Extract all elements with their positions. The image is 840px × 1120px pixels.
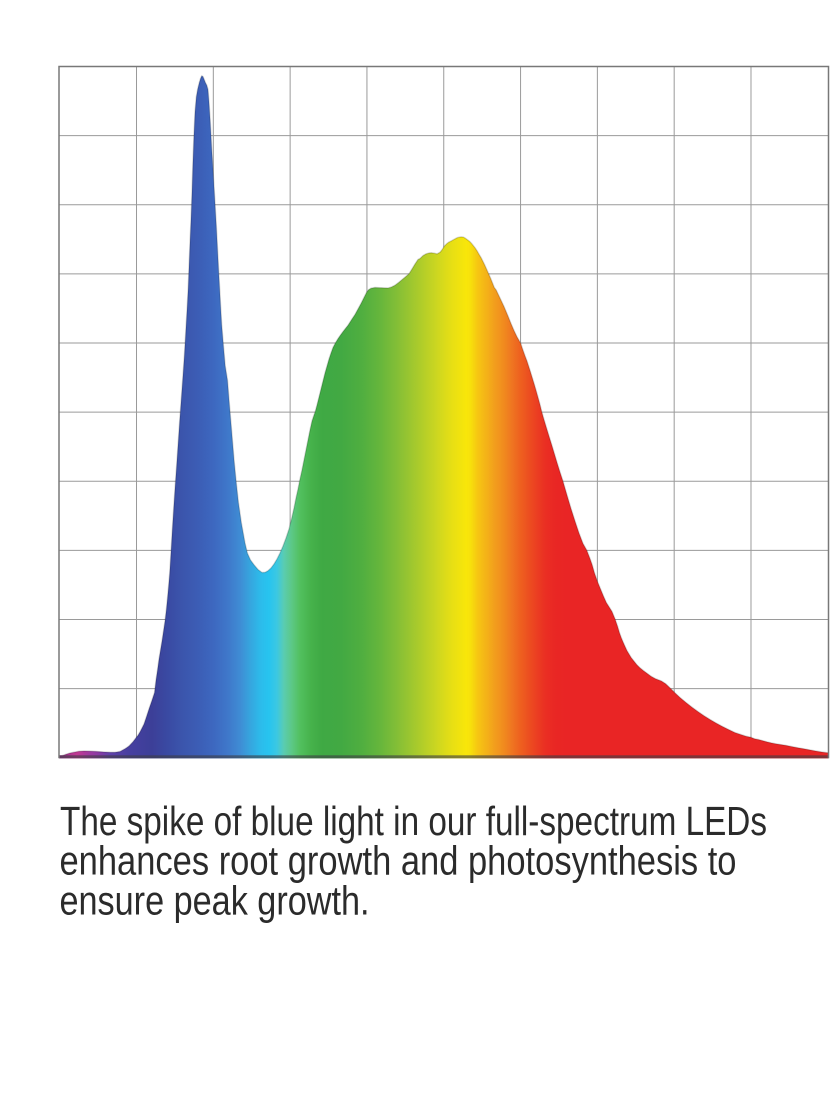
svg-text:ensure peak growth.: ensure peak growth. [60,878,370,924]
svg-text:enhances root growth and photo: enhances root growth and photosynthesis … [60,838,737,884]
svg-text:The spike of blue light in our: The spike of blue light in our full-spec… [60,798,767,844]
